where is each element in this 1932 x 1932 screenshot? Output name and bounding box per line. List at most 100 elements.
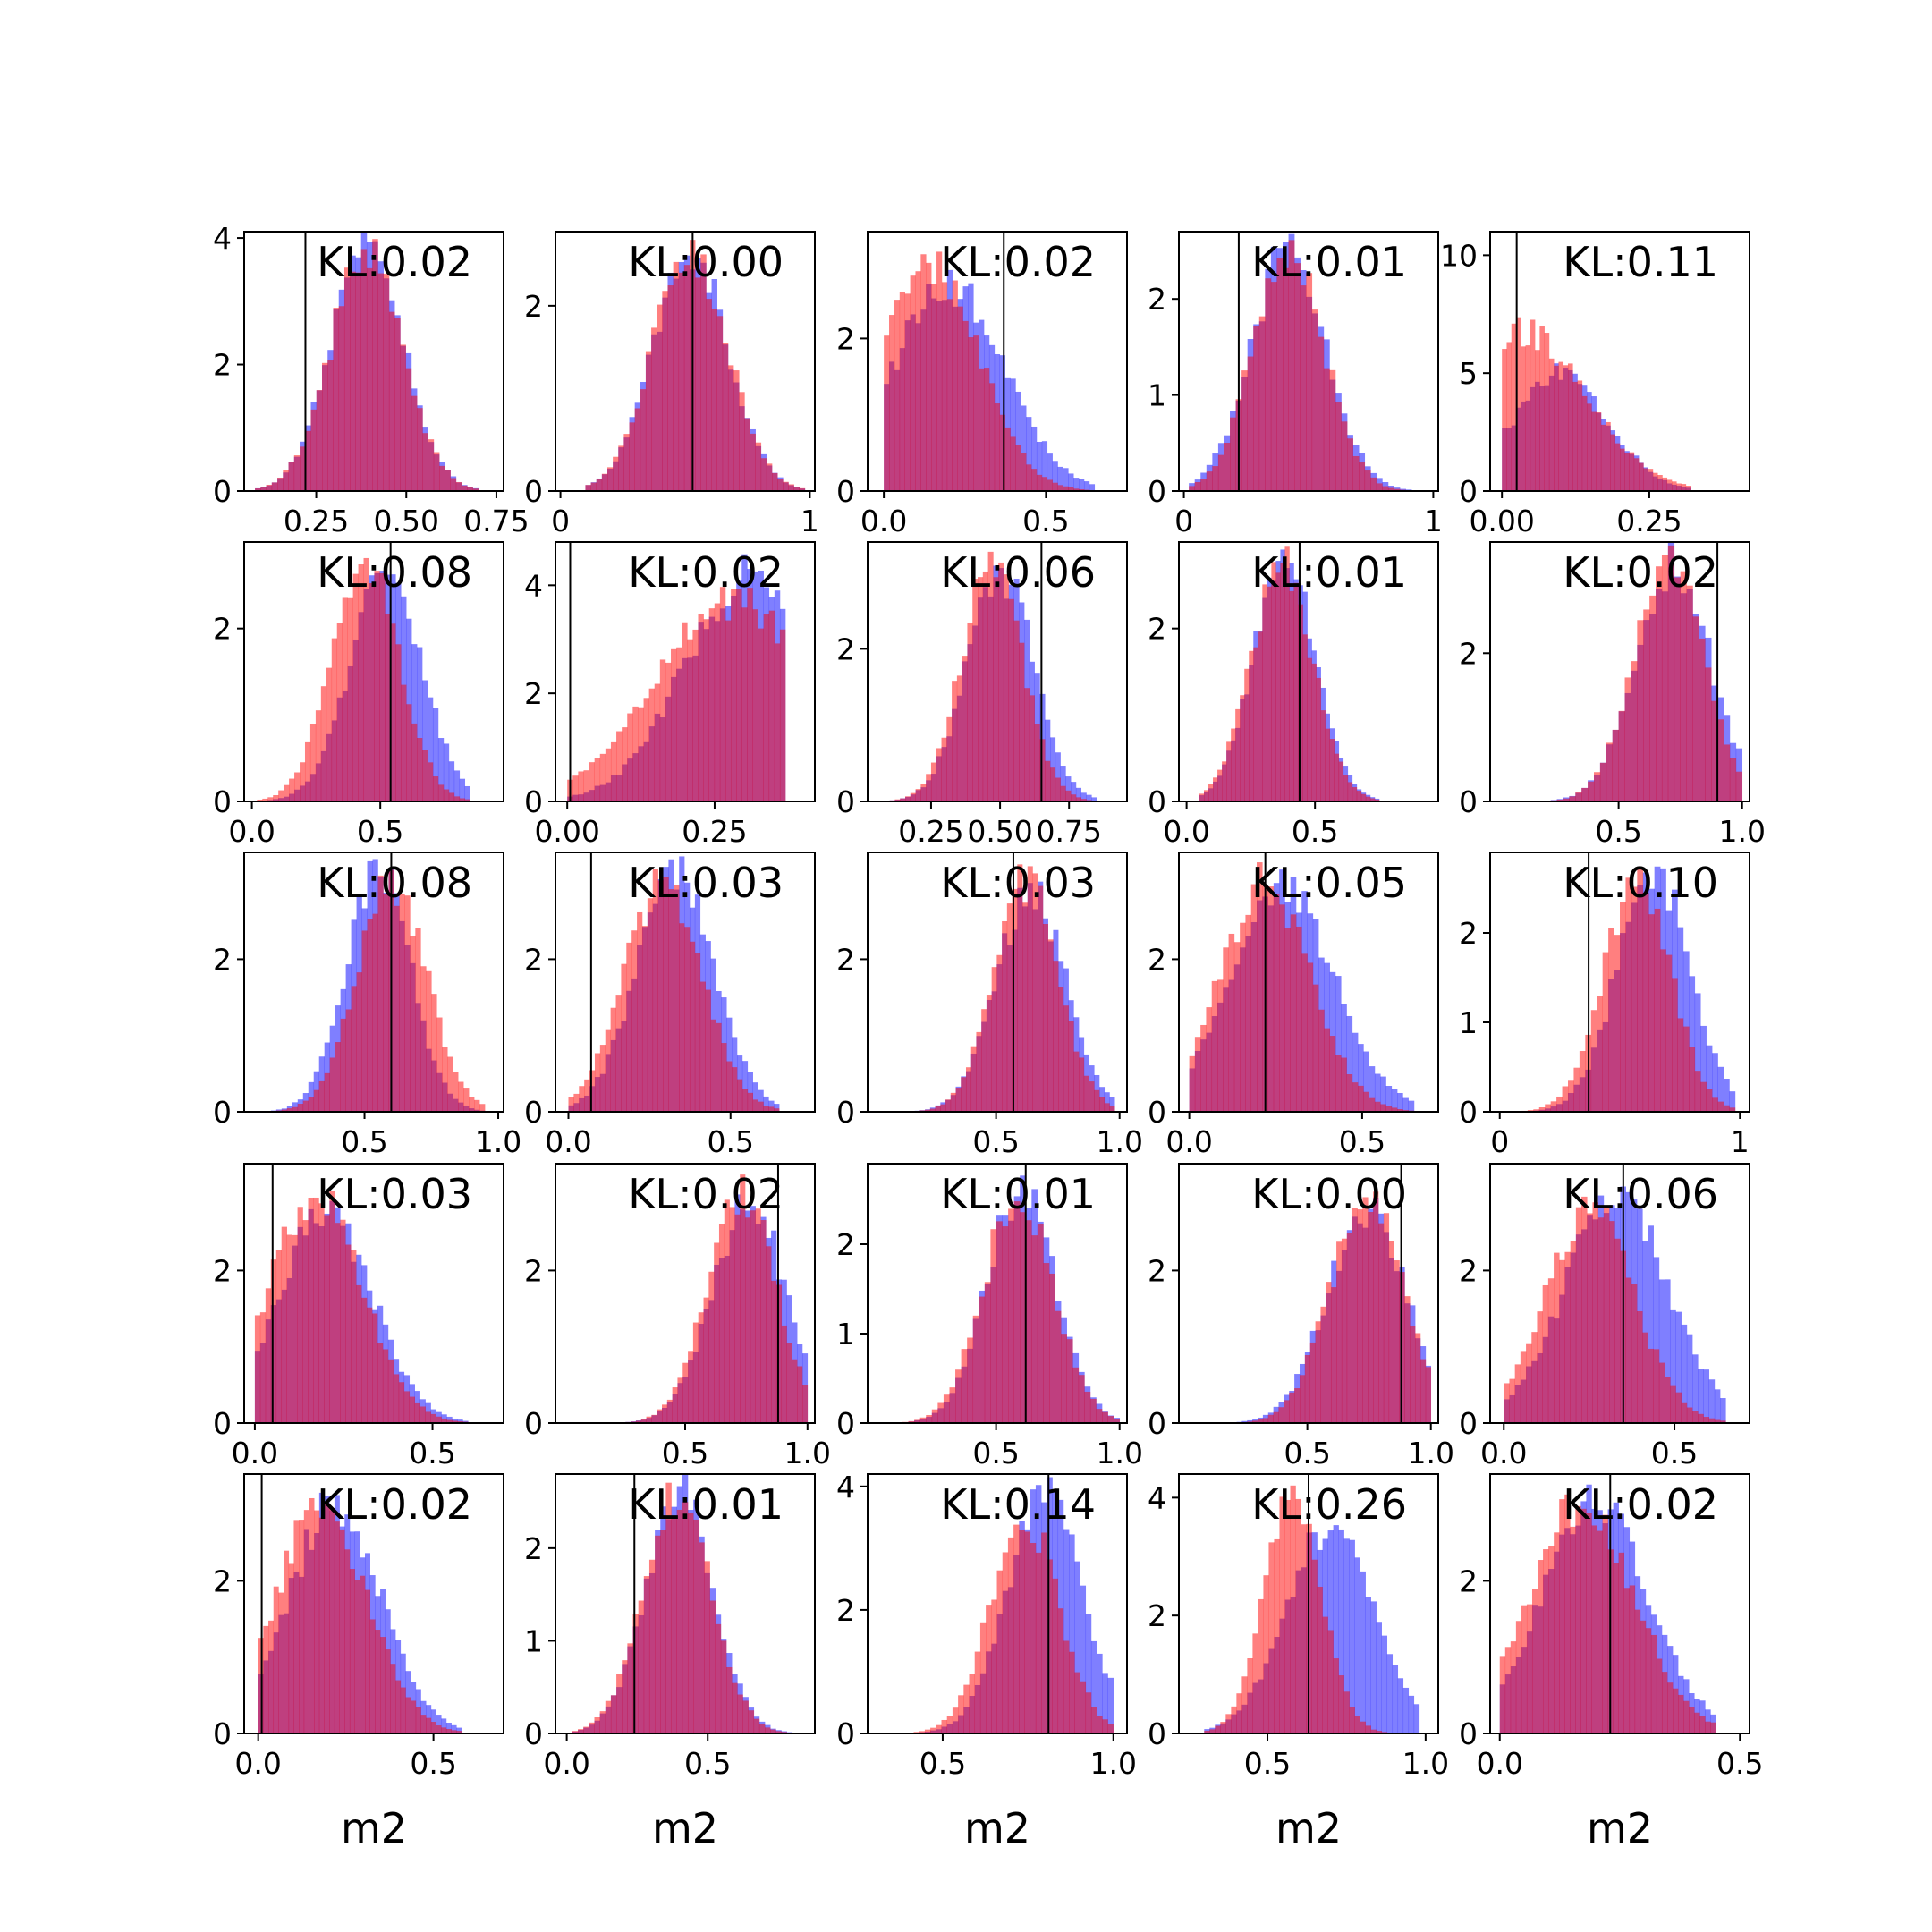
- x-tick-label: 0.0: [1165, 1124, 1212, 1159]
- red-histogram-bar: [294, 772, 301, 801]
- red-histogram-bar: [1236, 1693, 1242, 1733]
- red-histogram-bar: [972, 579, 979, 801]
- red-histogram-bar: [446, 1419, 453, 1423]
- panel-23: 0.5 1.0 0 2 4 KL:0.14 m2: [836, 1470, 1137, 1852]
- red-histogram-bar: [1063, 1005, 1069, 1112]
- red-histogram-bar: [979, 368, 985, 491]
- red-histogram-bar: [710, 1019, 716, 1112]
- blue-histogram-bar: [1021, 405, 1027, 491]
- red-histogram-bar: [1007, 1537, 1014, 1733]
- red-histogram-bar: [1694, 1712, 1700, 1733]
- red-histogram-bar: [1325, 728, 1330, 801]
- y-tick-label: 2: [836, 631, 855, 666]
- red-histogram-bar: [1602, 1514, 1608, 1733]
- red-histogram-bar: [428, 439, 435, 491]
- red-histogram-bar: [1276, 258, 1284, 491]
- red-histogram-bar: [961, 1077, 967, 1112]
- y-tick-label: 0: [213, 1406, 232, 1441]
- red-histogram-bar: [698, 614, 704, 801]
- red-histogram-bar: [1358, 1085, 1364, 1112]
- red-histogram-bar: [1370, 1729, 1377, 1733]
- red-histogram-bar: [388, 311, 395, 491]
- blue-histogram-bar: [456, 1727, 462, 1733]
- red-histogram-bar: [361, 1297, 368, 1423]
- red-histogram-bar: [1109, 1106, 1115, 1112]
- blue-histogram-bar: [1036, 441, 1043, 491]
- red-histogram-bar: [775, 1731, 782, 1733]
- red-histogram-bar: [1631, 1284, 1638, 1423]
- y-tick-label: 2: [524, 289, 543, 324]
- red-histogram-bar: [1654, 908, 1661, 1112]
- red-histogram-bar: [1020, 1212, 1027, 1423]
- red-histogram-bar: [1562, 1086, 1569, 1112]
- red-histogram-bar: [1052, 1578, 1059, 1733]
- red-histogram-bar: [1602, 952, 1609, 1112]
- panel-17: 0.5 1.0 0 2 KL:0.02: [524, 1163, 831, 1470]
- red-histogram-bar: [479, 1104, 486, 1112]
- blue-histogram-bar: [1665, 1279, 1671, 1423]
- red-histogram-bar: [1063, 486, 1069, 491]
- blue-histogram-bar: [1706, 1045, 1713, 1112]
- red-histogram-bar: [355, 272, 362, 491]
- blue-histogram-bar: [1333, 1525, 1339, 1733]
- red-histogram-bar: [716, 1022, 722, 1112]
- red-histogram-bar: [289, 778, 295, 801]
- red-histogram-bar: [1542, 1284, 1549, 1423]
- red-histogram-bar: [981, 1009, 987, 1112]
- red-histogram-bar: [1220, 1722, 1226, 1733]
- red-histogram-bar: [1244, 668, 1250, 801]
- red-histogram-bar: [1588, 781, 1595, 801]
- blue-histogram-bar: [451, 1724, 457, 1733]
- red-histogram-bar: [1311, 1559, 1318, 1733]
- red-histogram-bar: [432, 776, 439, 801]
- red-histogram-bar: [356, 972, 362, 1112]
- red-histogram-bar: [687, 1513, 694, 1733]
- red-histogram-bar: [1614, 935, 1621, 1112]
- kl-divergence-label: KL:0.08: [317, 548, 472, 597]
- red-histogram-bar: [415, 928, 421, 1112]
- axes-frame: [1178, 231, 1439, 492]
- histogram-area: [572, 1474, 793, 1733]
- red-histogram-bar: [1710, 1722, 1716, 1733]
- red-histogram-bar: [1233, 942, 1241, 1112]
- red-histogram-bar: [1570, 1241, 1577, 1423]
- red-histogram-bar: [1030, 1542, 1037, 1733]
- x-tick-label: 0.5: [1339, 1124, 1385, 1159]
- red-histogram-bar: [1352, 455, 1360, 491]
- red-histogram-bar: [962, 656, 968, 801]
- red-histogram-bar: [627, 1643, 633, 1733]
- red-histogram-bar: [360, 1575, 366, 1733]
- red-histogram-bar: [1570, 1526, 1576, 1733]
- red-histogram-bar: [1349, 1707, 1355, 1733]
- blue-histogram-bar: [457, 1419, 463, 1423]
- red-histogram-bar: [1258, 1598, 1264, 1733]
- red-histogram-bar: [406, 704, 412, 801]
- red-histogram-bar: [984, 368, 990, 491]
- red-histogram-bar: [335, 1223, 341, 1423]
- red-histogram-bar: [1041, 1532, 1047, 1733]
- red-histogram-bar: [991, 967, 997, 1112]
- red-histogram-bar: [356, 1284, 362, 1423]
- red-histogram-bar: [958, 1695, 964, 1733]
- red-histogram-bar: [599, 753, 606, 801]
- red-histogram-bar: [351, 1250, 357, 1423]
- panel-13: 0.5 1.0 0 2 KL:0.03: [836, 852, 1143, 1159]
- red-histogram-bar: [1034, 724, 1040, 801]
- panel-4: 0 1 0 1 2 KL:0.01: [1148, 231, 1443, 538]
- red-histogram-bar: [445, 470, 451, 491]
- x-tick-label: 0.0: [545, 1124, 591, 1159]
- blue-histogram-bar: [741, 1061, 749, 1112]
- histogram-area: [1495, 542, 1743, 801]
- red-histogram-bar: [1066, 1339, 1073, 1423]
- red-histogram-bar: [979, 1296, 986, 1423]
- red-histogram-bar: [1672, 978, 1678, 1112]
- red-histogram-bar: [1230, 417, 1236, 491]
- red-histogram-bar: [1590, 1010, 1597, 1112]
- red-histogram-bar: [1711, 700, 1718, 801]
- red-histogram-bar: [1329, 1036, 1336, 1112]
- red-histogram-bar: [792, 1359, 798, 1423]
- red-histogram-bar: [1032, 873, 1038, 1112]
- red-histogram-bar: [318, 1203, 325, 1423]
- red-histogram-bar: [1689, 1046, 1696, 1112]
- red-histogram-bar: [692, 629, 699, 801]
